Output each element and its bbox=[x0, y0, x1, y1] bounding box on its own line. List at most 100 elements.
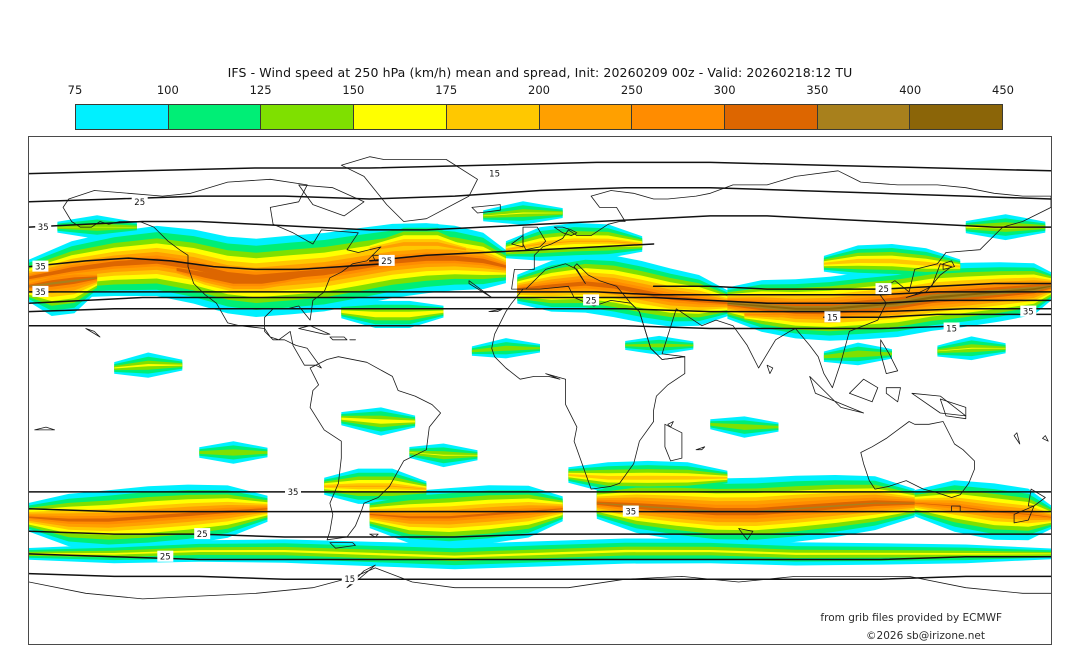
spread-contour-15-2 bbox=[29, 161, 1051, 175]
wind-band-l8-10 bbox=[596, 502, 915, 513]
spread-contour-35-15 bbox=[29, 291, 1051, 296]
spread-label-bg-15 bbox=[32, 285, 49, 297]
colorbar-segment-3 bbox=[354, 105, 447, 129]
coastline-14 bbox=[553, 226, 578, 236]
coastline-31 bbox=[369, 533, 379, 538]
colorbar-tick-300: 300 bbox=[713, 83, 736, 97]
coastline-21 bbox=[885, 387, 901, 403]
coastline-28 bbox=[766, 364, 774, 374]
colorbar-tick-75: 75 bbox=[67, 83, 83, 97]
colorbar-segment-0 bbox=[76, 105, 169, 129]
spread-label-25-8: 25 bbox=[160, 553, 171, 563]
coastline-39 bbox=[1042, 435, 1049, 442]
coastline-0 bbox=[62, 178, 382, 369]
wind-band-l7-13 bbox=[914, 502, 1051, 518]
spread-label-25-7: 25 bbox=[197, 530, 208, 540]
spread-contour-35-10 bbox=[29, 508, 1051, 513]
spread-contours bbox=[29, 161, 1051, 580]
spread-label-bg-4 bbox=[943, 322, 960, 334]
spread-label-bg-12 bbox=[378, 254, 395, 266]
colorbar-segment-5 bbox=[539, 105, 633, 129]
spread-label-35-11: 35 bbox=[35, 263, 46, 273]
spread-label-35-6: 35 bbox=[288, 488, 299, 498]
wind-band-l4-15 bbox=[324, 483, 427, 491]
colorbar-segment-7 bbox=[724, 105, 818, 129]
coastline-5 bbox=[329, 336, 348, 341]
spread-contour-25-12 bbox=[368, 243, 655, 262]
wind-band-l2-19 bbox=[823, 350, 892, 359]
wind-band-l2-26 bbox=[199, 449, 268, 456]
wind-band-l4-14 bbox=[568, 474, 728, 480]
coastline-7 bbox=[309, 356, 441, 541]
spread-label-bg-1 bbox=[131, 195, 148, 207]
spread-label-35-15: 35 bbox=[35, 288, 46, 298]
map-frame[interactable]: 35 25 15 25 15 35 35 25 25 15 35 35 25 25 15 35 bbox=[28, 136, 1052, 645]
spread-label-15-14: 15 bbox=[827, 313, 838, 323]
coastline-36 bbox=[488, 308, 504, 312]
copyright-credit: ©2026 sb@irizone.net bbox=[866, 630, 985, 642]
colorbar-tick-200: 200 bbox=[528, 83, 550, 97]
spread-label-35-10: 35 bbox=[625, 508, 636, 518]
colorbar-tick-labels: 75 100 125 150 175 200 250 300 350 400 450 bbox=[68, 83, 1014, 101]
coastline-13 bbox=[511, 235, 524, 248]
spread-contour-35-5 bbox=[29, 308, 1051, 313]
coastlines bbox=[29, 156, 1051, 600]
coastline-4 bbox=[298, 325, 331, 335]
colorbar-segment-1 bbox=[168, 105, 262, 129]
coastline-38 bbox=[1013, 432, 1021, 445]
colorbar-tick-400: 400 bbox=[899, 83, 922, 97]
colorbar-segment-9 bbox=[910, 105, 1003, 129]
coastline-23 bbox=[939, 398, 967, 420]
wind-band-l6-5 bbox=[744, 311, 813, 316]
spread-label-35-5: 35 bbox=[1023, 308, 1034, 318]
wind-band-l3-23 bbox=[483, 212, 563, 217]
spread-contour-25-1 bbox=[29, 186, 1051, 203]
wind-band-l2-21 bbox=[471, 345, 540, 353]
wind-band-l3-17 bbox=[114, 364, 183, 369]
wind-band-l2-27 bbox=[710, 423, 779, 430]
colorbar-tick-175: 175 bbox=[435, 83, 458, 97]
spread-contour-25-8 bbox=[29, 553, 1051, 561]
coastline-9 bbox=[491, 285, 686, 490]
coastline-32 bbox=[695, 446, 706, 451]
spread-label-25-12: 25 bbox=[381, 257, 392, 267]
wind-band-l2-22 bbox=[625, 343, 694, 348]
spread-label-25-13: 25 bbox=[878, 285, 889, 295]
wind-band-l3-9 bbox=[341, 310, 444, 318]
wind-band-l3-16 bbox=[29, 549, 1051, 558]
wind-band-l3-28 bbox=[409, 452, 478, 456]
colorbar-segments bbox=[75, 104, 1003, 130]
coastline-1 bbox=[340, 156, 478, 222]
colorbar: 75 100 125 150 175 200 250 300 350 400 450 bbox=[68, 83, 1014, 130]
wind-band-l5-7 bbox=[505, 240, 643, 250]
spread-contour-15-14 bbox=[823, 313, 1051, 319]
coastline-40 bbox=[34, 426, 55, 431]
colorbar-tick-450: 450 bbox=[992, 83, 1014, 97]
spread-label-25-1: 25 bbox=[134, 198, 145, 208]
wind-band-l3-18 bbox=[341, 417, 416, 424]
wind-band-l7-12 bbox=[369, 508, 563, 519]
colorbar-tick-250: 250 bbox=[620, 83, 643, 97]
wind-band-l8-4 bbox=[29, 277, 98, 287]
spread-label-bg-6 bbox=[285, 485, 301, 497]
wind-band-l3-25 bbox=[57, 226, 137, 228]
wind-band-l3-20 bbox=[937, 347, 1006, 352]
wind-band-l5-15 bbox=[324, 485, 427, 490]
spread-contour-25-13 bbox=[652, 282, 1051, 290]
coastline-20 bbox=[849, 378, 879, 403]
spread-contour-15-4 bbox=[29, 324, 1051, 330]
colorbar-tick-150: 150 bbox=[342, 83, 365, 97]
coastline-27 bbox=[1013, 505, 1035, 524]
coastline-17 bbox=[942, 260, 955, 270]
spread-label-bg-14 bbox=[824, 311, 841, 323]
colorbar-segment-6 bbox=[632, 105, 725, 129]
spread-label-bg-2 bbox=[486, 167, 503, 179]
spread-label-bg-7 bbox=[194, 528, 211, 540]
coastline-34 bbox=[468, 280, 493, 298]
spread-label-15-9: 15 bbox=[344, 575, 355, 585]
coastline-11 bbox=[511, 170, 1051, 389]
spread-label-bg-10 bbox=[622, 505, 639, 517]
spread-contour-labels: 35 25 15 25 15 35 35 25 25 15 35 35 25 25 15 35 bbox=[32, 167, 1037, 585]
wind-band-l5-6 bbox=[369, 242, 467, 251]
